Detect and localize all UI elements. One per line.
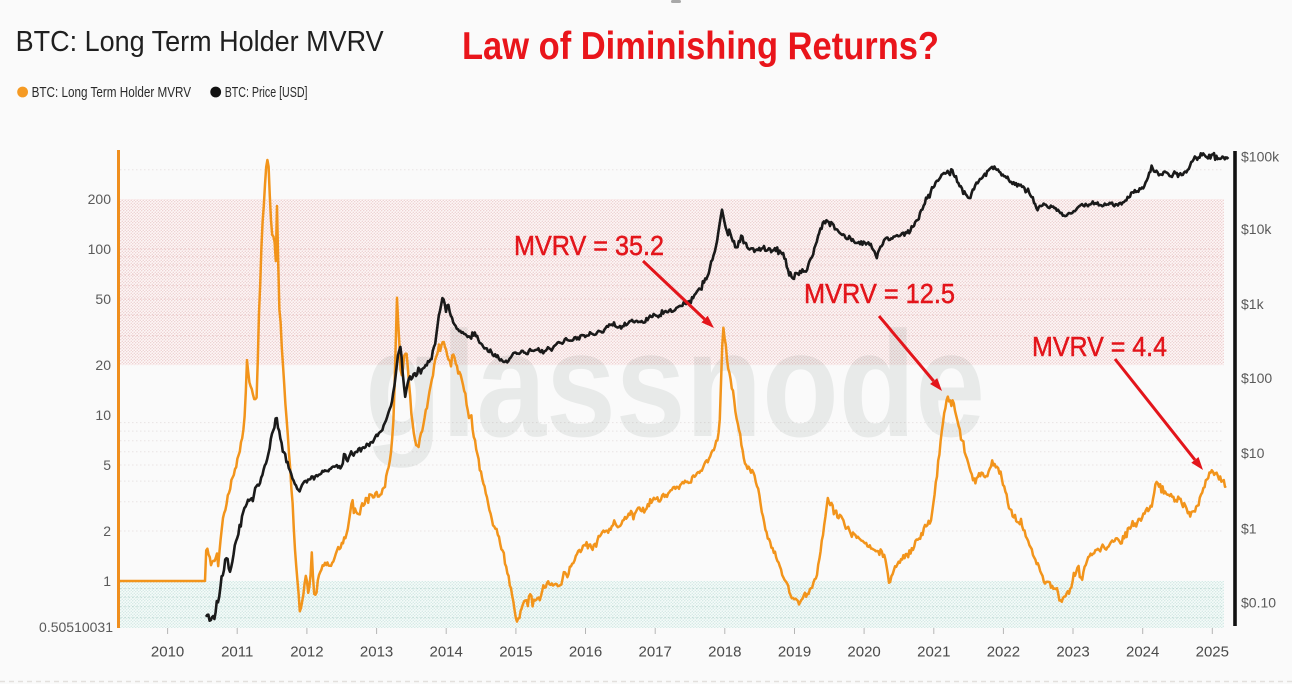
svg-text:2022: 2022: [987, 644, 1020, 661]
svg-text:BTC: Long Term Holder MVRV: BTC: Long Term Holder MVRV: [32, 84, 192, 101]
svg-text:$1k: $1k: [1241, 296, 1265, 312]
svg-text:2016: 2016: [569, 644, 602, 661]
svg-text:$0.10: $0.10: [1241, 595, 1276, 611]
svg-text:20: 20: [95, 357, 111, 373]
svg-text:2025: 2025: [1196, 644, 1229, 661]
svg-text:2018: 2018: [708, 644, 741, 661]
svg-text:2012: 2012: [290, 644, 323, 661]
svg-text:Law of Diminishing Returns?: Law of Diminishing Returns?: [462, 25, 939, 68]
svg-text:MVRV = 4.4: MVRV = 4.4: [1032, 331, 1167, 362]
svg-text:2017: 2017: [639, 644, 672, 661]
svg-text:2013: 2013: [360, 644, 393, 661]
svg-text:$100k: $100k: [1241, 149, 1280, 165]
svg-text:2: 2: [103, 523, 111, 539]
svg-text:2021: 2021: [917, 644, 950, 661]
svg-text:2019: 2019: [778, 644, 811, 661]
svg-text:0.50510031: 0.50510031: [39, 619, 113, 635]
svg-text:2020: 2020: [847, 644, 880, 661]
svg-text:2024: 2024: [1126, 644, 1159, 661]
svg-text:glassnode: glassnode: [365, 300, 985, 468]
svg-text:BTC: Long Term Holder MVRV: BTC: Long Term Holder MVRV: [16, 26, 385, 58]
svg-text:$100: $100: [1241, 370, 1272, 386]
svg-text:5: 5: [103, 457, 111, 473]
svg-text:2023: 2023: [1056, 644, 1089, 661]
svg-text:2014: 2014: [430, 644, 463, 661]
svg-text:$10: $10: [1241, 445, 1265, 461]
svg-text:MVRV = 12.5: MVRV = 12.5: [804, 278, 955, 309]
svg-text:200: 200: [88, 191, 112, 207]
svg-text:2015: 2015: [499, 644, 532, 661]
svg-text:$10k: $10k: [1241, 221, 1272, 237]
svg-text:50: 50: [95, 291, 111, 307]
svg-text:10: 10: [95, 407, 111, 423]
svg-text:$1: $1: [1241, 521, 1257, 537]
svg-text:2010: 2010: [151, 644, 184, 661]
svg-text:2011: 2011: [221, 644, 253, 661]
svg-text:1: 1: [103, 573, 111, 589]
svg-text:BTC: Price [USD]: BTC: Price [USD]: [225, 84, 308, 101]
svg-text:100: 100: [88, 241, 112, 257]
svg-text:MVRV = 35.2: MVRV = 35.2: [514, 230, 664, 261]
